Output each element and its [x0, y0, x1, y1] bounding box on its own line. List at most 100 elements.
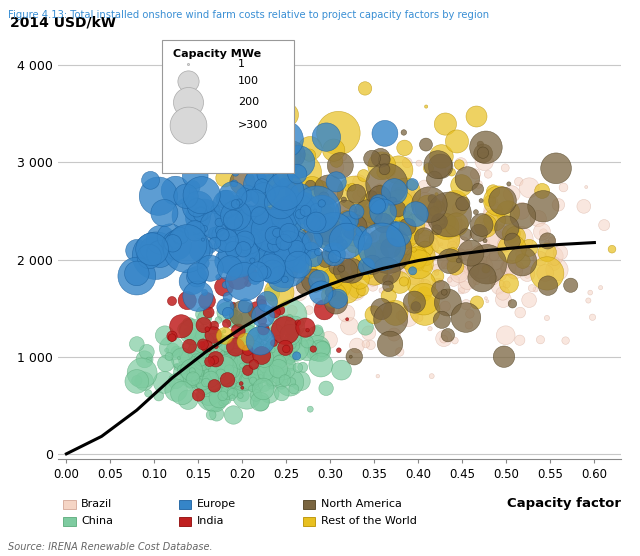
Point — [261, 195, 271, 203]
Point — [215, 353, 225, 362]
Point — [369, 215, 380, 224]
Point — [232, 198, 242, 207]
Point — [279, 238, 289, 247]
Point — [307, 237, 317, 246]
Point — [347, 183, 357, 192]
Point — [259, 354, 269, 363]
Point — [184, 373, 195, 381]
Point — [443, 233, 453, 242]
Point — [316, 183, 326, 192]
Point — [245, 376, 255, 385]
Point — [293, 260, 303, 269]
Point — [218, 154, 228, 163]
Point — [171, 361, 181, 370]
Point — [238, 369, 248, 378]
Point — [144, 252, 154, 261]
Point — [272, 327, 282, 336]
Point — [312, 262, 322, 271]
Point — [394, 166, 404, 175]
Point — [312, 326, 323, 335]
Point — [380, 213, 390, 222]
Point — [232, 345, 243, 354]
Point — [447, 222, 457, 231]
Point — [276, 380, 287, 389]
Point — [246, 384, 257, 393]
Point — [323, 225, 333, 234]
Point — [487, 203, 497, 212]
Point — [378, 310, 388, 319]
Point — [542, 248, 552, 257]
Point — [481, 143, 491, 152]
Point — [335, 161, 346, 170]
Point — [211, 355, 221, 364]
Point — [387, 197, 397, 206]
Point — [493, 196, 504, 205]
Point — [222, 341, 232, 350]
Point — [427, 242, 437, 251]
Point — [242, 189, 252, 198]
Point — [218, 371, 228, 380]
Point — [286, 150, 296, 159]
Point — [211, 362, 221, 371]
Point — [419, 233, 429, 242]
Point — [221, 200, 232, 208]
Point — [312, 344, 323, 353]
Point — [198, 259, 208, 267]
Point — [357, 262, 367, 271]
Point — [377, 242, 387, 251]
Point — [427, 194, 437, 203]
Point — [132, 246, 142, 255]
Point — [297, 216, 307, 225]
Point — [224, 365, 234, 374]
Point — [212, 343, 222, 352]
Point — [307, 234, 317, 243]
Point — [449, 216, 460, 225]
Point — [260, 325, 270, 334]
Point — [380, 261, 390, 270]
Point — [387, 207, 397, 216]
Point — [466, 249, 476, 257]
Point — [273, 363, 283, 372]
Point — [220, 173, 230, 182]
Point — [285, 145, 295, 153]
Point — [304, 257, 314, 266]
Point — [280, 344, 291, 353]
Point — [272, 229, 282, 237]
Point — [291, 170, 301, 179]
Point — [244, 330, 255, 339]
Point — [204, 368, 214, 377]
Point — [515, 231, 525, 240]
Point — [403, 222, 413, 231]
Point — [542, 314, 552, 322]
Point — [420, 306, 430, 315]
Point — [480, 236, 490, 245]
Point — [304, 306, 314, 315]
Point — [278, 173, 288, 182]
Point — [448, 222, 458, 231]
Point — [286, 340, 296, 349]
Point — [200, 288, 210, 297]
Point — [251, 391, 261, 400]
Point — [398, 243, 408, 252]
Point — [367, 260, 378, 269]
Point — [522, 243, 532, 252]
Point — [227, 366, 237, 375]
Point — [357, 222, 367, 231]
Point — [307, 219, 317, 228]
Point — [258, 311, 268, 320]
Point — [249, 198, 259, 207]
Point — [243, 346, 253, 355]
Point — [260, 352, 271, 361]
Point — [300, 206, 310, 215]
Point — [376, 286, 387, 295]
Point — [139, 377, 149, 386]
Point — [212, 334, 223, 342]
Point — [155, 250, 165, 259]
Point — [282, 345, 292, 354]
Point — [221, 210, 231, 219]
Point — [269, 348, 280, 356]
Point — [372, 201, 383, 210]
Point — [288, 231, 298, 240]
Point — [498, 289, 508, 298]
Point — [285, 378, 295, 386]
